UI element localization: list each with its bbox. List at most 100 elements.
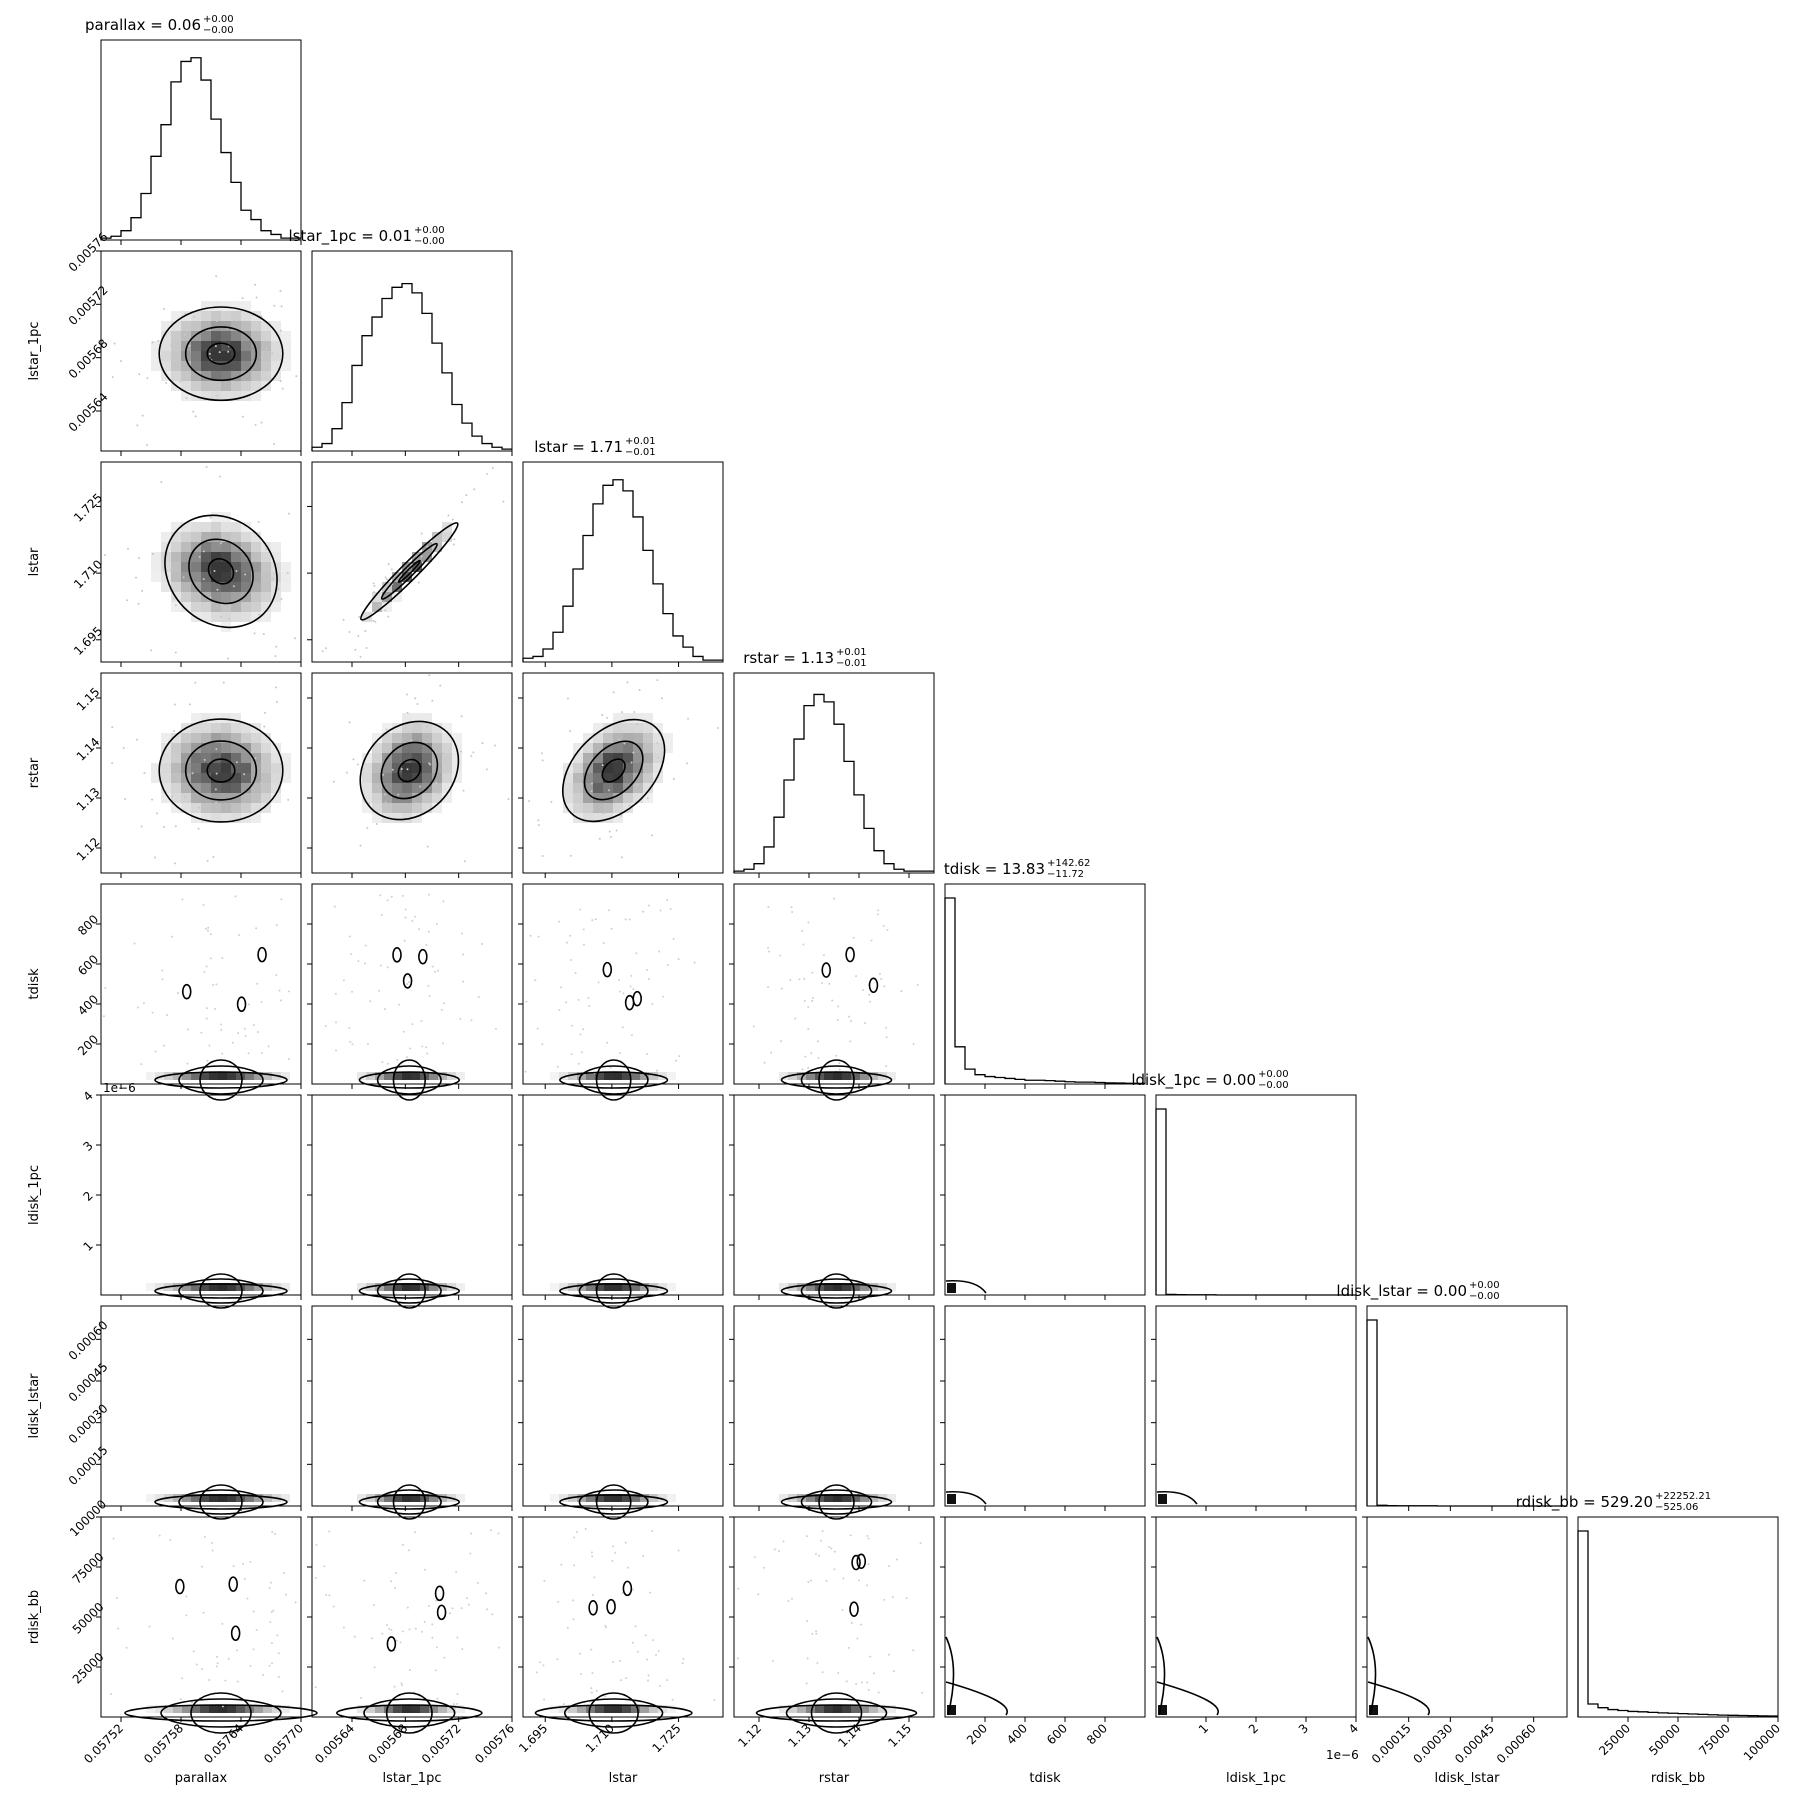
sample-point	[538, 1661, 541, 1664]
contour-line	[380, 741, 439, 800]
sample-point	[865, 1584, 868, 1587]
density-cell	[231, 602, 241, 612]
panel-frame-ldisk_lstar-lstar_1pc	[311, 1305, 513, 1507]
sample-point	[151, 552, 154, 555]
sample-point	[657, 1650, 660, 1653]
sample-point	[263, 725, 266, 728]
panel-title-upper: +0.00	[1469, 1280, 1500, 1291]
density-cell	[593, 793, 603, 803]
density-cell	[181, 381, 191, 391]
sample-point	[387, 1062, 390, 1065]
sample-point	[541, 1043, 544, 1046]
density-cell	[161, 331, 171, 341]
contour-line	[534, 1704, 693, 1722]
sample-point	[791, 911, 794, 914]
sample-point	[179, 380, 182, 383]
sample-point	[529, 934, 532, 937]
sample-point	[146, 377, 149, 380]
density-cell	[633, 733, 643, 743]
density-cell	[382, 803, 392, 813]
sample-point	[423, 1620, 426, 1623]
density-cell	[221, 321, 231, 331]
sample-point	[638, 688, 641, 691]
density-cell	[860, 1072, 869, 1080]
sample-point	[636, 723, 639, 726]
density-cell	[231, 391, 241, 401]
sample-point	[427, 930, 430, 933]
density-cell	[432, 803, 442, 813]
panel-frame-rdisk_bb-lstar_1pc	[311, 1516, 513, 1718]
density-cell	[236, 1705, 245, 1713]
sample-point	[275, 645, 278, 648]
sample-point	[264, 369, 267, 372]
sample-point	[287, 990, 290, 993]
sample-point	[900, 990, 903, 993]
density-cell	[1158, 1705, 1167, 1715]
density-cell	[211, 783, 221, 793]
density-cell	[241, 753, 251, 763]
density-cell	[146, 1283, 155, 1291]
density-cell	[384, 1072, 393, 1080]
sample-point	[192, 410, 195, 413]
density-cell	[633, 793, 643, 803]
sample-point	[619, 990, 622, 993]
sample-point	[403, 939, 406, 942]
sample-point	[459, 1017, 462, 1020]
density-cell	[211, 381, 221, 391]
sample-point	[373, 584, 376, 587]
density-cell	[271, 602, 281, 612]
sample-point	[498, 1646, 501, 1649]
panel-frame-rdisk_bb-tdisk	[944, 1516, 1146, 1718]
density-cell	[402, 713, 412, 723]
sample-point	[136, 424, 139, 427]
sample-point	[210, 1541, 213, 1544]
density-cell	[452, 763, 462, 773]
sample-point	[103, 554, 106, 557]
density-cell	[181, 331, 191, 341]
sample-point	[431, 699, 434, 702]
sample-point	[137, 557, 140, 560]
density-cell	[241, 592, 251, 602]
density-cell	[604, 1494, 613, 1502]
sample-point	[602, 812, 605, 815]
density-cell	[241, 803, 251, 813]
density-cell	[422, 763, 432, 773]
sample-point	[348, 935, 351, 938]
sample-point	[852, 936, 855, 939]
sample-point	[215, 772, 218, 775]
density-cell	[181, 602, 191, 612]
density-cell	[191, 1494, 200, 1502]
density-cell	[151, 572, 161, 582]
sample-point	[406, 711, 409, 714]
density-cell	[227, 1283, 236, 1291]
density-cell	[201, 311, 211, 321]
sample-point	[244, 1034, 247, 1037]
density-cell	[559, 1283, 568, 1291]
density-cell	[412, 793, 422, 803]
sample-point	[181, 1677, 184, 1680]
sample-point	[582, 943, 585, 946]
density-cell	[151, 351, 161, 361]
sample-point	[206, 929, 209, 932]
sample-point	[174, 604, 177, 607]
sample-point	[767, 946, 770, 949]
sample-point	[215, 983, 218, 986]
sample-point	[582, 1028, 585, 1031]
sample-point	[384, 609, 387, 612]
density-cell	[402, 733, 412, 743]
sample-point	[537, 819, 540, 822]
sample-point	[227, 657, 230, 660]
sample-point	[591, 1555, 594, 1558]
sample-point	[236, 1649, 239, 1652]
sample-point	[845, 1680, 848, 1683]
y-tick-label-tdisk: 400	[75, 992, 101, 1018]
density-cell	[412, 743, 422, 753]
sample-point	[435, 781, 438, 784]
density-cell	[667, 1283, 676, 1291]
density-cell	[402, 753, 412, 763]
panel-frame-ldisk_lstar-tdisk	[944, 1305, 1146, 1507]
sample-point	[265, 376, 268, 379]
panel-title-text: tdisk = 13.83	[944, 860, 1045, 878]
density-cell	[603, 793, 613, 803]
sample-point	[620, 814, 623, 817]
